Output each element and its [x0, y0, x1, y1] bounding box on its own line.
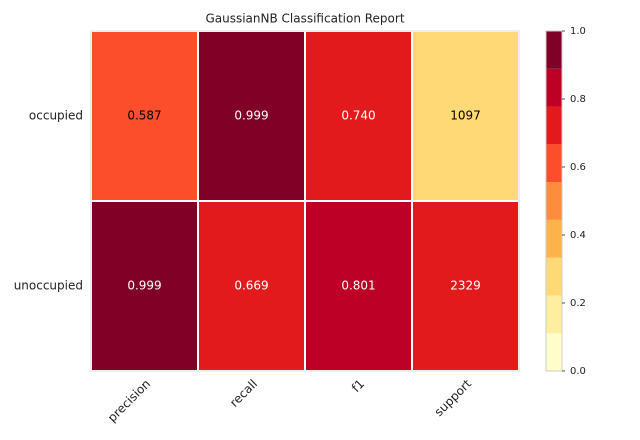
heatmap-cell [304, 30, 413, 202]
value-label: 2329 [450, 279, 481, 293]
colorbar-tick-label: 0.6 [570, 162, 586, 173]
colorbar-band [546, 295, 562, 334]
value-label: 0.740 [341, 109, 375, 123]
heatmap-cell [304, 200, 413, 372]
colorbar-tick-label: 1.0 [570, 26, 586, 37]
plot-frame [90, 30, 520, 372]
colorbar-band [546, 257, 562, 296]
colorbar-band [546, 144, 562, 183]
colorbar-tick-label: 0.8 [570, 94, 586, 105]
colorbar-band [546, 333, 562, 371]
value-label: 0.999 [127, 279, 161, 293]
y-tick-label: occupied [29, 109, 83, 123]
colorbar-band [546, 31, 562, 69]
colorbar-band [546, 68, 562, 107]
colorbar-tick-label: 0.0 [570, 366, 586, 377]
value-label: 0.801 [341, 279, 375, 293]
colorbar-band [546, 106, 562, 145]
y-tick-label: unoccupied [14, 279, 83, 293]
heatmap-cell [411, 200, 520, 372]
colorbar-frame [545, 30, 563, 372]
value-label: 0.999 [234, 109, 268, 123]
chart-title: GaussianNB Classification Report [205, 12, 404, 26]
colorbar-band [546, 182, 562, 220]
value-label: 0.669 [234, 279, 268, 293]
value-label: 1097 [450, 109, 481, 123]
colorbar-tick-label: 0.2 [570, 298, 586, 309]
value-label: 0.587 [127, 109, 161, 123]
colorbar-band [546, 219, 562, 258]
colorbar-tick-label: 0.4 [570, 230, 586, 241]
heatmap-cell [90, 30, 199, 202]
